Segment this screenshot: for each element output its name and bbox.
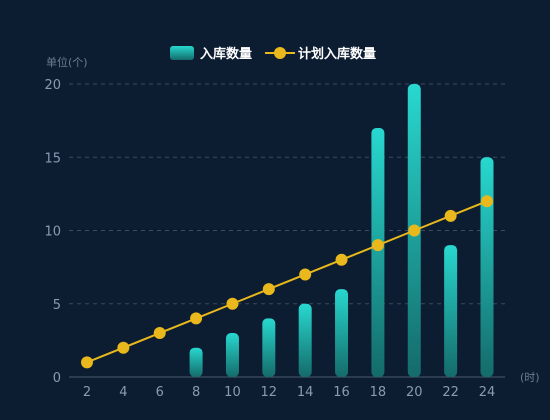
- y-tick-label: 0: [53, 371, 61, 386]
- y-tick-label: 10: [44, 225, 61, 240]
- line-point: [444, 209, 457, 222]
- x-tick-label: 8: [192, 385, 200, 400]
- legend-line-marker: [274, 47, 286, 59]
- line-point: [408, 224, 421, 237]
- legend-item-bar[interactable]: 入库数量: [170, 46, 252, 62]
- bar: [371, 127, 385, 377]
- bar: [298, 303, 312, 377]
- x-tick-label: 24: [479, 385, 496, 400]
- line-series: [81, 195, 493, 369]
- legend-bar-label: 入库数量: [200, 46, 252, 62]
- bar: [444, 245, 458, 377]
- x-tick-label: 2: [83, 385, 91, 400]
- legend-bar-swatch: [170, 46, 194, 60]
- bar: [262, 318, 276, 377]
- line-point: [117, 341, 130, 354]
- x-axis-unit-label: (时): [520, 371, 540, 384]
- y-tick-label: 5: [53, 298, 61, 313]
- legend-line-label: 计划入库数量: [298, 46, 376, 62]
- line-point: [481, 195, 493, 208]
- x-tick-label: 22: [442, 385, 459, 400]
- y-axis: 0 5 10 15 20: [44, 78, 61, 386]
- line-point: [371, 239, 384, 252]
- x-tick-label: 10: [224, 385, 241, 400]
- x-axis: 2 4 6 8 10 12 14 16 18 20 22 24: [83, 385, 495, 400]
- x-tick-label: 16: [333, 385, 350, 400]
- bar: [335, 289, 349, 377]
- legend-item-line[interactable]: 计划入库数量: [265, 46, 376, 62]
- y-tick-label: 15: [44, 151, 61, 166]
- line-point: [262, 283, 275, 296]
- bar: [480, 157, 494, 377]
- line-point: [190, 312, 203, 325]
- line-point: [335, 253, 348, 266]
- y-axis-unit-label: 单位(个): [46, 55, 88, 69]
- x-tick-label: 20: [406, 385, 423, 400]
- line-point: [299, 268, 312, 281]
- x-tick-label: 14: [297, 385, 314, 400]
- x-tick-label: 12: [261, 385, 278, 400]
- line-point: [226, 297, 239, 310]
- line-point: [153, 327, 166, 340]
- grid-lines: [69, 83, 505, 378]
- line-point: [81, 356, 93, 369]
- bar: [189, 347, 203, 377]
- x-tick-label: 6: [156, 385, 164, 400]
- x-tick-label: 4: [119, 385, 127, 400]
- y-tick-label: 20: [44, 78, 61, 93]
- bar-series: [189, 84, 494, 377]
- line-path: [86, 200, 488, 364]
- bar: [225, 333, 239, 377]
- legend[interactable]: 入库数量 计划入库数量: [170, 46, 376, 62]
- x-tick-label: 18: [370, 385, 387, 400]
